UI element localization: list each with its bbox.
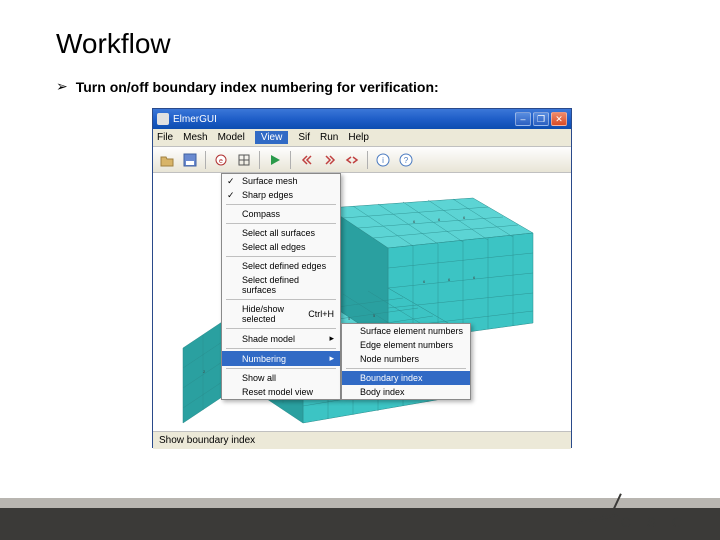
menu-sif[interactable]: Sif: [298, 132, 310, 143]
svg-text:i: i: [382, 156, 384, 165]
menu-item-label: Shade model: [242, 334, 295, 344]
info-icon: i: [376, 153, 390, 167]
grid-icon: [237, 153, 251, 167]
menu-run[interactable]: Run: [320, 132, 338, 143]
slide-title: Workflow: [56, 28, 171, 60]
submenu-surface-element-numbers[interactable]: Surface element numbers: [342, 324, 470, 338]
bullet-text: Turn on/off boundary index numbering for…: [76, 79, 439, 95]
menu-separator: [346, 368, 466, 369]
toolbar-separator: [259, 151, 260, 169]
bullet-row: ➢ Turn on/off boundary index numbering f…: [56, 78, 439, 95]
svg-text:?: ?: [404, 156, 409, 165]
logo-text: C S C: [621, 514, 688, 530]
elmer-button[interactable]: e: [211, 150, 231, 170]
menu-view[interactable]: View: [255, 131, 289, 144]
menu-item-label: Numbering: [242, 354, 286, 364]
nav-right-button[interactable]: [319, 150, 339, 170]
window-controls: – ❐ ✕: [515, 112, 567, 126]
close-button[interactable]: ✕: [551, 112, 567, 126]
viewport-3d[interactable]: 6 6 6 6 6 6 5 5 5 1 1 1 1 1 2 2 2 2: [153, 173, 571, 431]
maximize-button[interactable]: ❐: [533, 112, 549, 126]
window-titlebar: ElmerGUI – ❐ ✕: [153, 109, 571, 129]
save-icon: [183, 153, 197, 167]
status-text: Show boundary index: [159, 435, 255, 446]
arrows-both-icon: [345, 153, 359, 167]
save-button[interactable]: [180, 150, 200, 170]
bullet-arrow-icon: ➢: [56, 78, 68, 95]
nav-both-button[interactable]: [342, 150, 362, 170]
arrows-left-icon: [299, 153, 313, 167]
menu-item-select-defined-surfaces[interactable]: Select defined surfaces: [222, 273, 340, 297]
menu-file[interactable]: File: [157, 132, 173, 143]
logo-mark-icon: [573, 490, 613, 530]
submenu-boundary-index[interactable]: Boundary index: [342, 371, 470, 385]
minimize-button[interactable]: –: [515, 112, 531, 126]
menu-separator: [226, 256, 336, 257]
play-icon: [268, 153, 282, 167]
toolbar-separator: [205, 151, 206, 169]
toolbar: e i ?: [153, 147, 571, 173]
menu-item-sharp-edges[interactable]: Sharp edges: [222, 188, 340, 202]
folder-open-icon: [160, 153, 174, 167]
menu-separator: [226, 368, 336, 369]
numbering-submenu: Surface element numbers Edge element num…: [341, 323, 471, 400]
app-icon: [157, 113, 169, 125]
menu-item-surface-mesh[interactable]: Surface mesh: [222, 174, 340, 188]
mesh-button[interactable]: [234, 150, 254, 170]
menubar: File Mesh Model View Sif Run Help: [153, 129, 571, 147]
menu-item-select-all-edges[interactable]: Select all edges: [222, 240, 340, 254]
run-button[interactable]: [265, 150, 285, 170]
toolbar-separator: [367, 151, 368, 169]
arrows-right-icon: [322, 153, 336, 167]
menu-item-select-all-surfaces[interactable]: Select all surfaces: [222, 226, 340, 240]
logo: C S C: [573, 490, 688, 530]
menu-mesh[interactable]: Mesh: [183, 132, 207, 143]
open-button[interactable]: [157, 150, 177, 170]
view-dropdown: Surface mesh Sharp edges Compass Select …: [221, 173, 341, 400]
nav-left-button[interactable]: [296, 150, 316, 170]
menu-help[interactable]: Help: [348, 132, 369, 143]
submenu-node-numbers[interactable]: Node numbers: [342, 352, 470, 366]
menu-model[interactable]: Model: [218, 132, 245, 143]
info-button[interactable]: i: [373, 150, 393, 170]
toolbar-separator: [290, 151, 291, 169]
menu-separator: [226, 348, 336, 349]
menu-item-label: Hide/show selected: [242, 304, 308, 324]
menu-item-numbering[interactable]: Numbering: [222, 351, 340, 366]
help-button[interactable]: ?: [396, 150, 416, 170]
elmer-icon: e: [214, 153, 228, 167]
menu-item-hide-show[interactable]: Hide/show selected Ctrl+H: [222, 302, 340, 326]
window-title: ElmerGUI: [173, 114, 515, 125]
submenu-body-index[interactable]: Body index: [342, 385, 470, 399]
submenu-edge-element-numbers[interactable]: Edge element numbers: [342, 338, 470, 352]
menu-shortcut: Ctrl+H: [308, 309, 334, 319]
app-window: ElmerGUI – ❐ ✕ File Mesh Model View Sif …: [152, 108, 572, 448]
menu-item-compass[interactable]: Compass: [222, 207, 340, 221]
menu-separator: [226, 204, 336, 205]
svg-text:e: e: [219, 158, 223, 165]
statusbar: Show boundary index: [153, 431, 571, 449]
menu-item-reset-view[interactable]: Reset model view: [222, 385, 340, 399]
menu-separator: [226, 299, 336, 300]
menu-item-shade-model[interactable]: Shade model: [222, 331, 340, 346]
menu-item-select-defined-edges[interactable]: Select defined edges: [222, 259, 340, 273]
menu-separator: [226, 328, 336, 329]
menu-item-show-all[interactable]: Show all: [222, 371, 340, 385]
menu-separator: [226, 223, 336, 224]
question-icon: ?: [399, 153, 413, 167]
